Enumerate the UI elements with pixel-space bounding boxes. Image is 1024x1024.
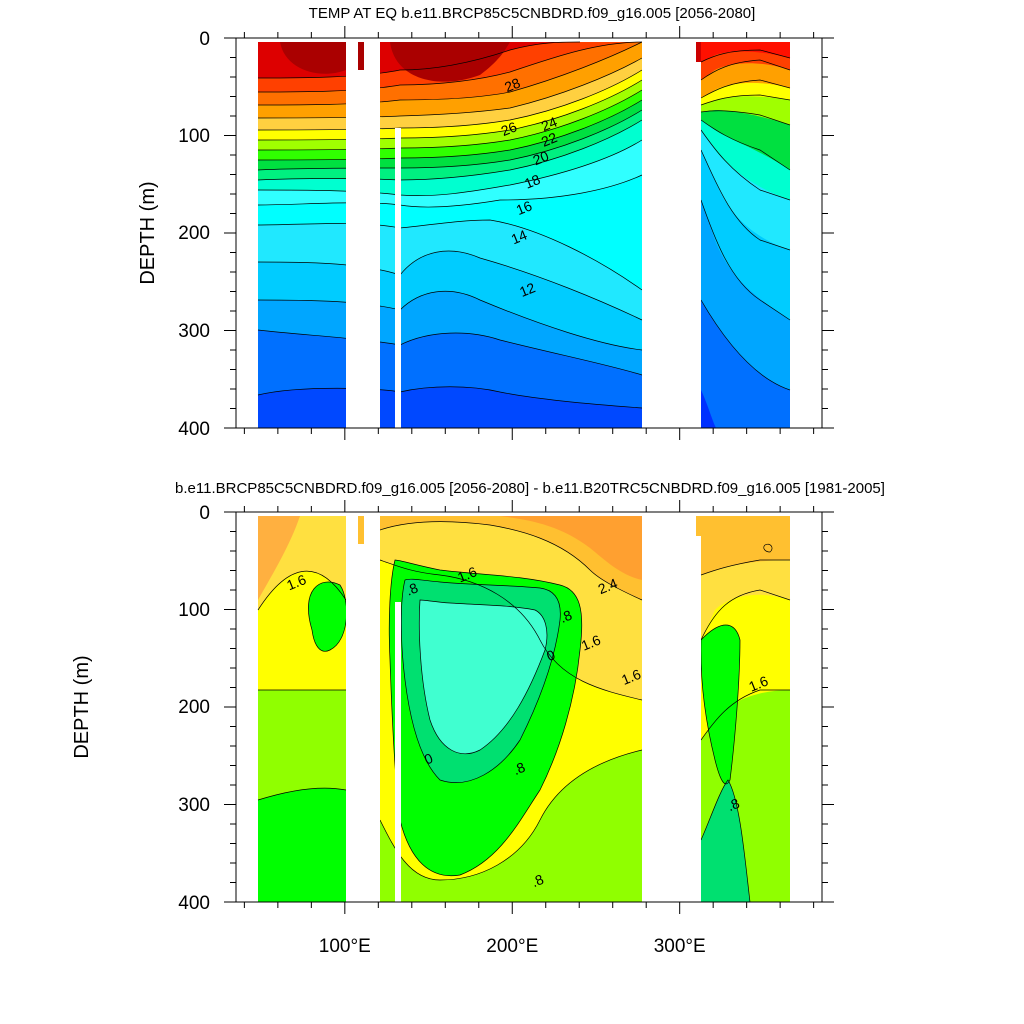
contour-label: 26 [499,118,520,139]
contour-label: 1.6 [579,631,603,653]
contour-label: 1.6 [455,563,479,585]
difference-title: b.e11.BRCP85C5CNBDRD.f09_g16.005 [2056-2… [175,480,885,497]
temp-land-gap-maritime [346,38,380,429]
contour-label: 24 [539,113,560,134]
contour-label: 28 [502,74,523,95]
contour-label: 1.6 [746,672,770,694]
diff-land-sliver [395,602,401,902]
diff-ytick-300: 300 [178,795,210,816]
temp-ylabel: DEPTH (m) [137,181,159,284]
temp-coast-cell [696,42,701,62]
diff-land-gap-maritime [346,512,380,903]
diff-pac-band-5 [500,516,642,580]
diff-island-cell [358,516,364,544]
diff-y-tick-labels: 0 100 200 300 400 [178,503,210,914]
contour-label: 16 [514,197,535,218]
contour-label: 22 [539,129,560,150]
diff-land-gap-americas [642,512,701,903]
contour-label: 12 [517,279,538,300]
temp-y-tick-labels: 0 100 200 300 400 [178,29,210,440]
temp-land-sliver [395,128,401,428]
diff-coast-cell [696,516,701,536]
x-tick-label: 100°E [319,936,371,957]
contour-label: 18 [522,171,543,192]
temp-atl-band-10 [701,42,790,62]
temp-island-cell [358,42,364,70]
temp-contour-lines [257,41,791,409]
temp-ytick-200: 200 [178,223,210,244]
x-tick-label: 300°E [654,936,706,957]
temp-atl-band-0 [701,300,790,428]
diff-ticks [224,500,834,914]
contour-label: 2.4 [596,575,620,597]
temp-ytick-400: 400 [178,419,210,440]
temp-band-23 [280,42,510,82]
diff-westpac-cool-core [308,582,347,652]
diff-x-tick-labels: 100°E 200°E 300°E [319,936,706,957]
x-tick-label: 200°E [486,936,538,957]
diff-ytick-200: 200 [178,697,210,718]
diff-ytick-400: 400 [178,893,210,914]
diff-ytick-0: 0 [199,503,210,524]
diff-atl-cool-tongue [700,625,740,784]
contour-label: .8 [725,795,742,814]
contour-label: 1.6 [284,571,308,593]
contour-label: .8 [557,607,574,626]
temp-ytick-100: 100 [178,126,210,147]
difference-panel: b.e11.BRCP85C5CNBDRD.f09_g16.005 [2056-2… [71,480,885,957]
diff-ytick-100: 100 [178,600,210,621]
difference-field [257,516,791,902]
contour-label: 20 [530,147,551,168]
contour-label: 1.6 [619,666,643,688]
temp-ticks [224,26,834,440]
contour-label: 14 [509,226,530,247]
temp-ytick-0: 0 [199,29,210,50]
diff-pac-band-neg1 [419,600,547,754]
diff-westpac-band-4 [258,516,300,600]
diff-westpac-band-0 [258,788,346,902]
contour-label: .8 [403,579,420,598]
temp-land-gap-americas [642,38,701,429]
diff-contour-lines [257,521,791,902]
temp-atl-band-deep [701,390,716,428]
diff-ylabel: DEPTH (m) [71,655,93,758]
temperature-title: TEMP AT EQ b.e11.BRCP85C5CNBDRD.f09_g16.… [309,5,756,22]
diff-contour-labels: 1.6 1.6.8 2.4.81.601.6 1.60.8.8.8 [284,563,770,890]
temperature-panel: TEMP AT EQ b.e11.BRCP85C5CNBDRD.f09_g16.… [137,5,834,440]
temp-ytick-300: 300 [178,321,210,342]
